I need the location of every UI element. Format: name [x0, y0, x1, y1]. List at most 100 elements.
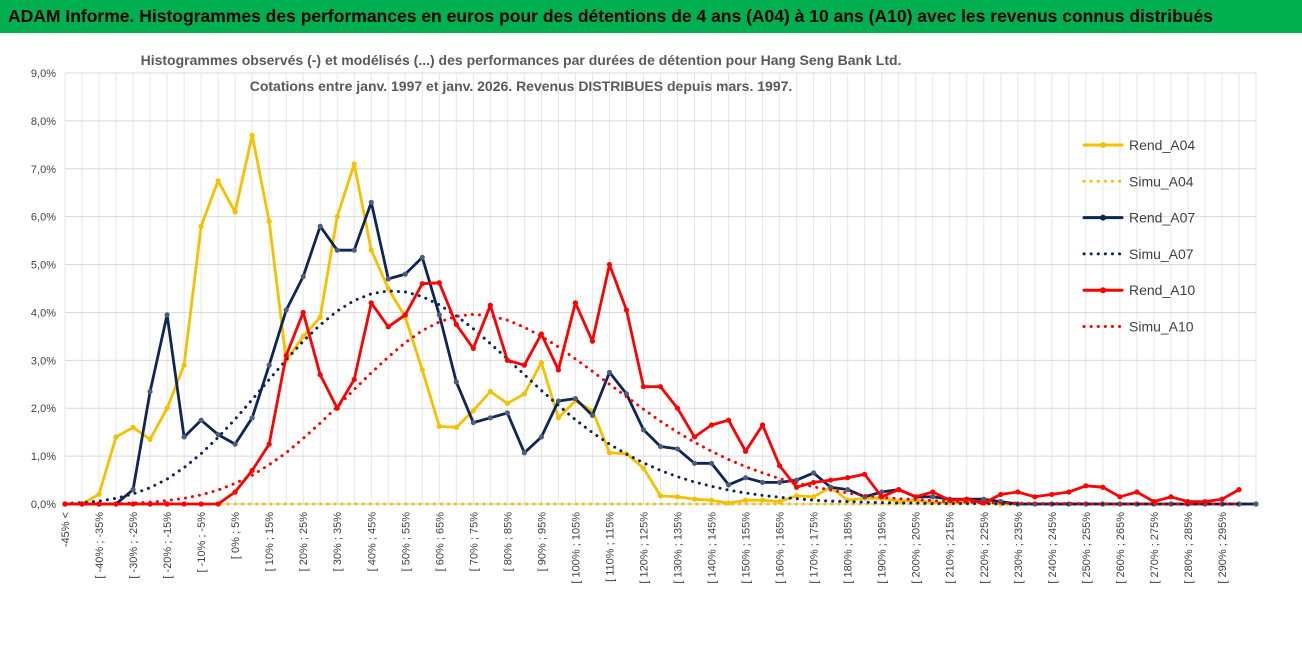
data-point — [266, 441, 272, 447]
data-point — [555, 367, 562, 373]
data-point — [623, 307, 630, 313]
data-point — [811, 479, 817, 486]
data-point — [130, 501, 136, 507]
data-point — [96, 491, 102, 498]
data-point — [181, 362, 187, 368]
y-tick-label: 4,0% — [31, 307, 56, 319]
data-point — [1100, 484, 1106, 490]
legend-simu-a10-label: Simu_A10 — [1129, 319, 1194, 335]
gridlines — [64, 72, 1257, 505]
data-point — [198, 417, 204, 423]
data-point — [470, 345, 476, 351]
data-point — [351, 161, 357, 167]
data-point — [708, 460, 715, 466]
data-point — [606, 369, 613, 375]
data-point — [1015, 489, 1021, 495]
data-point — [1151, 499, 1157, 505]
x-tick-label: [ 190% ; 195% — [877, 512, 889, 584]
data-point — [589, 412, 596, 419]
data-point — [164, 312, 170, 318]
data-point — [725, 500, 732, 506]
x-tick-label: [ 80% ; 85% — [502, 512, 514, 572]
data-point — [436, 312, 442, 318]
data-point — [777, 479, 783, 486]
data-point — [1066, 489, 1072, 495]
data-point — [147, 436, 153, 442]
data-point — [777, 499, 783, 505]
data-point — [845, 487, 851, 493]
data-point — [572, 396, 579, 402]
series-line-simu-a07 — [63, 289, 1258, 506]
data-point — [1032, 494, 1038, 500]
data-point — [317, 223, 323, 229]
data-point — [759, 422, 766, 428]
data-point — [691, 496, 698, 502]
x-tick-label: [ 180% ; 185% — [843, 512, 855, 584]
data-point — [351, 247, 357, 253]
data-point — [1117, 494, 1123, 500]
data-point — [742, 497, 749, 503]
legend-rend-a10-marker — [1100, 287, 1106, 294]
data-point — [794, 484, 800, 490]
x-tick-label: [ 70% ; 75% — [468, 512, 480, 572]
data-point — [538, 434, 545, 440]
data-point — [811, 470, 817, 476]
data-point — [453, 379, 459, 385]
legend: Rend_A04 Simu_A04 Rend_A07 Simu_A07 Rend_A10… — [1082, 137, 1195, 335]
data-point — [691, 460, 698, 466]
y-tick-label: 0,0% — [31, 499, 56, 511]
data-point — [215, 431, 221, 438]
x-tick-label: [ 200% ; 205% — [911, 512, 923, 584]
data-point — [283, 352, 289, 359]
legend-simu-a07-label: Simu_A07 — [1129, 246, 1194, 262]
data-point — [300, 309, 306, 316]
legend-rend-a04-marker — [1100, 142, 1106, 148]
data-point — [640, 465, 647, 471]
data-point — [164, 405, 170, 411]
x-tick-label: [ 160% ; 165% — [775, 512, 787, 584]
x-tick-label: [ 290% ; 295% — [1217, 512, 1229, 584]
data-point — [436, 423, 442, 430]
data-point — [232, 209, 238, 215]
x-tick-label: [ 280% ; 285% — [1183, 512, 1195, 584]
plot-area — [62, 132, 1259, 507]
data-point — [708, 422, 715, 428]
data-point — [368, 300, 374, 306]
data-point — [555, 415, 562, 421]
data-point — [130, 424, 136, 430]
data-point — [232, 441, 238, 447]
data-point — [1185, 499, 1191, 505]
data-point — [351, 376, 357, 383]
data-point — [657, 443, 664, 450]
chart: 0,0% 1,0% 2,0% 3,0% 4,0% 5,0% 6,0% 7,0% 8,0% 9,0%… — [31, 52, 1259, 584]
y-tick-label: 9,0% — [31, 68, 56, 80]
data-point — [708, 497, 715, 503]
data-point — [777, 463, 783, 469]
x-tick-label: [ 230% ; 235% — [1013, 512, 1025, 584]
data-point — [402, 271, 408, 277]
data-point — [79, 501, 85, 507]
data-point — [266, 218, 272, 225]
y-tick-label: 2,0% — [31, 403, 56, 415]
x-tick-label: [ 40% ; 45% — [366, 512, 378, 572]
data-point — [334, 214, 340, 220]
data-point — [504, 410, 510, 416]
data-point — [147, 388, 153, 395]
legend-rend-a04-label: Rend_A04 — [1129, 137, 1195, 153]
data-point — [1253, 501, 1259, 507]
data-point — [300, 333, 306, 339]
data-point — [981, 496, 987, 502]
chart-subtitle-line-1: Histogrammes observés (-) et modélisés (… — [141, 52, 902, 68]
x-tick-label: [ 150% ; 155% — [741, 512, 753, 584]
data-point — [623, 391, 630, 397]
data-point — [555, 398, 562, 404]
x-axis: -45% < [ -40% ; -35% [ -30% ; -25% [ -20% ;… — [60, 512, 1229, 584]
x-tick-label: [ 140% ; 145% — [707, 512, 719, 584]
data-point — [300, 273, 306, 280]
data-point — [538, 360, 545, 366]
x-tick-label: [ -20% ; -15% — [162, 512, 174, 579]
title-banner: ADAM Informe. Histogrammes des performan… — [0, 0, 1302, 33]
x-tick-label: [ 50% ; 55% — [400, 512, 412, 572]
x-tick-label: [ 90% ; 95% — [536, 512, 548, 572]
data-point — [504, 400, 510, 407]
